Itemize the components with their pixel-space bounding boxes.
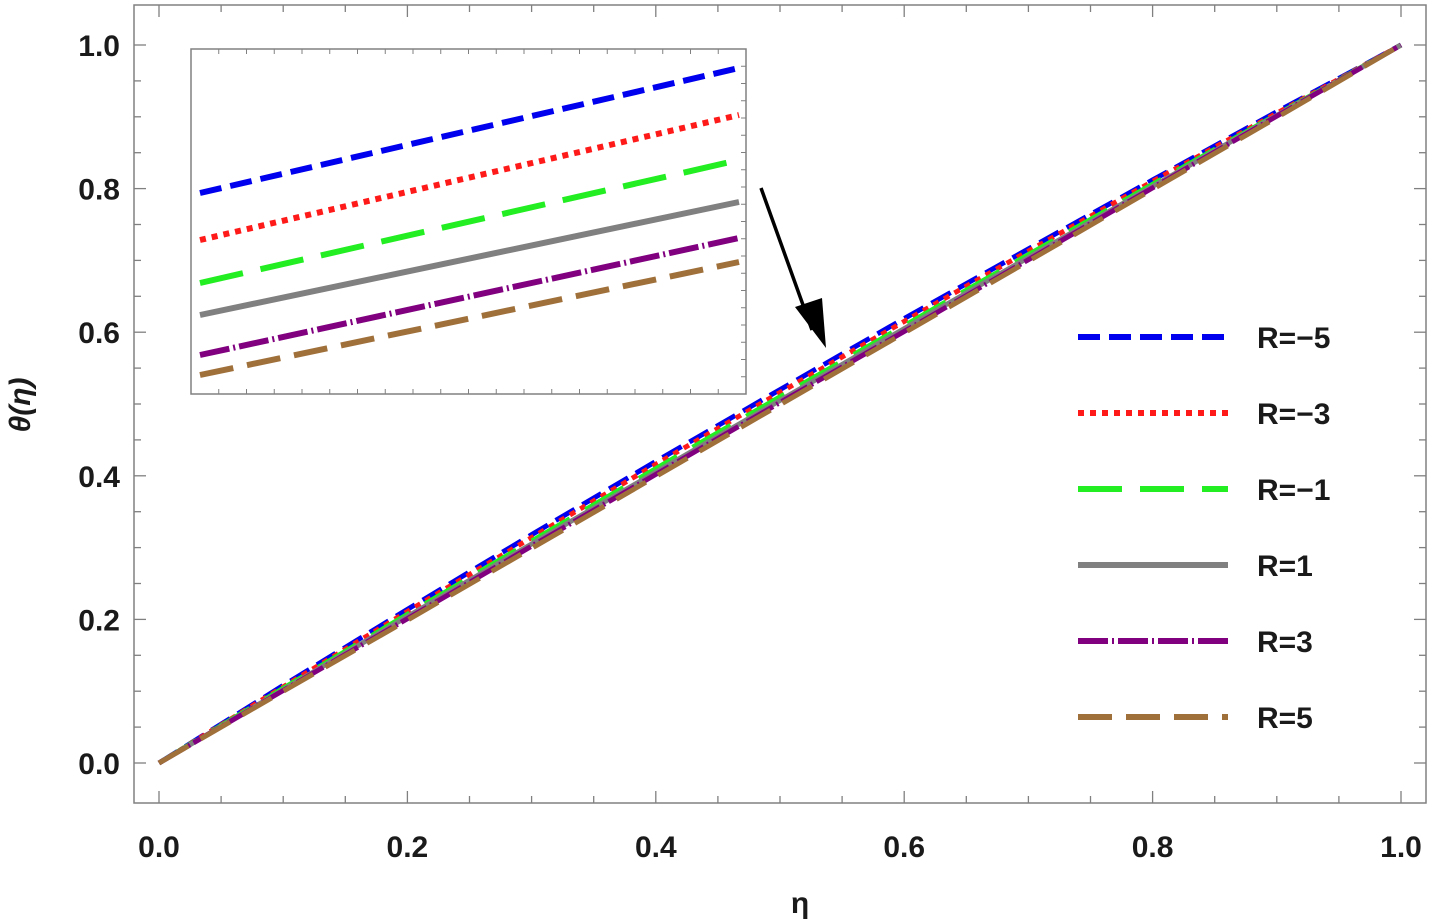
axis-ticks: 0.0 0.2 0.4 0.6 0.8 1.0 0.0 0.2 0.4 0.6 0.8 1.0	[78, 5, 1426, 864]
legend-label-6: R=5	[1257, 702, 1313, 735]
legend-label-5: R=3	[1257, 626, 1313, 659]
legend-label-4: R=1	[1257, 550, 1313, 583]
y-tick-label: 1.0	[78, 30, 120, 63]
x-tick-label: 0.2	[387, 831, 429, 864]
x-tick-label: 0.0	[138, 831, 180, 864]
legend-label-3: R=−1	[1257, 474, 1330, 507]
legend: R=−5 R=−3 R=−1 R=1 R=3 R=5	[1078, 322, 1330, 735]
x-tick-label: 0.4	[635, 831, 677, 864]
series-line-2	[157, 42, 1403, 766]
legend-label-1: R=−5	[1257, 322, 1330, 355]
y-tick-label: 0.2	[78, 604, 120, 637]
y-tick-label: 0.6	[78, 317, 120, 350]
arrow-head	[795, 298, 826, 348]
x-tick-label: 1.0	[1380, 831, 1422, 864]
inset-zoom	[190, 48, 747, 395]
y-tick-label: 0.4	[78, 461, 120, 494]
series-lines	[157, 42, 1403, 766]
inset-line-3	[199, 157, 740, 286]
y-tick-label: 0.0	[78, 748, 120, 781]
series-line-5	[157, 42, 1403, 766]
x-axis-label: η	[791, 887, 809, 920]
inset-line-2	[199, 112, 740, 243]
x-tick-label: 0.6	[883, 831, 925, 864]
legend-label-2: R=−3	[1257, 398, 1330, 431]
inset-line-4	[199, 199, 740, 318]
inset-line-6	[199, 259, 740, 378]
zoom-arrow	[759, 187, 826, 348]
inset-line-5	[199, 235, 740, 358]
y-axis-label: θ(η)	[4, 377, 37, 432]
y-tick-label: 0.8	[78, 174, 120, 207]
x-tick-label: 0.8	[1132, 831, 1174, 864]
